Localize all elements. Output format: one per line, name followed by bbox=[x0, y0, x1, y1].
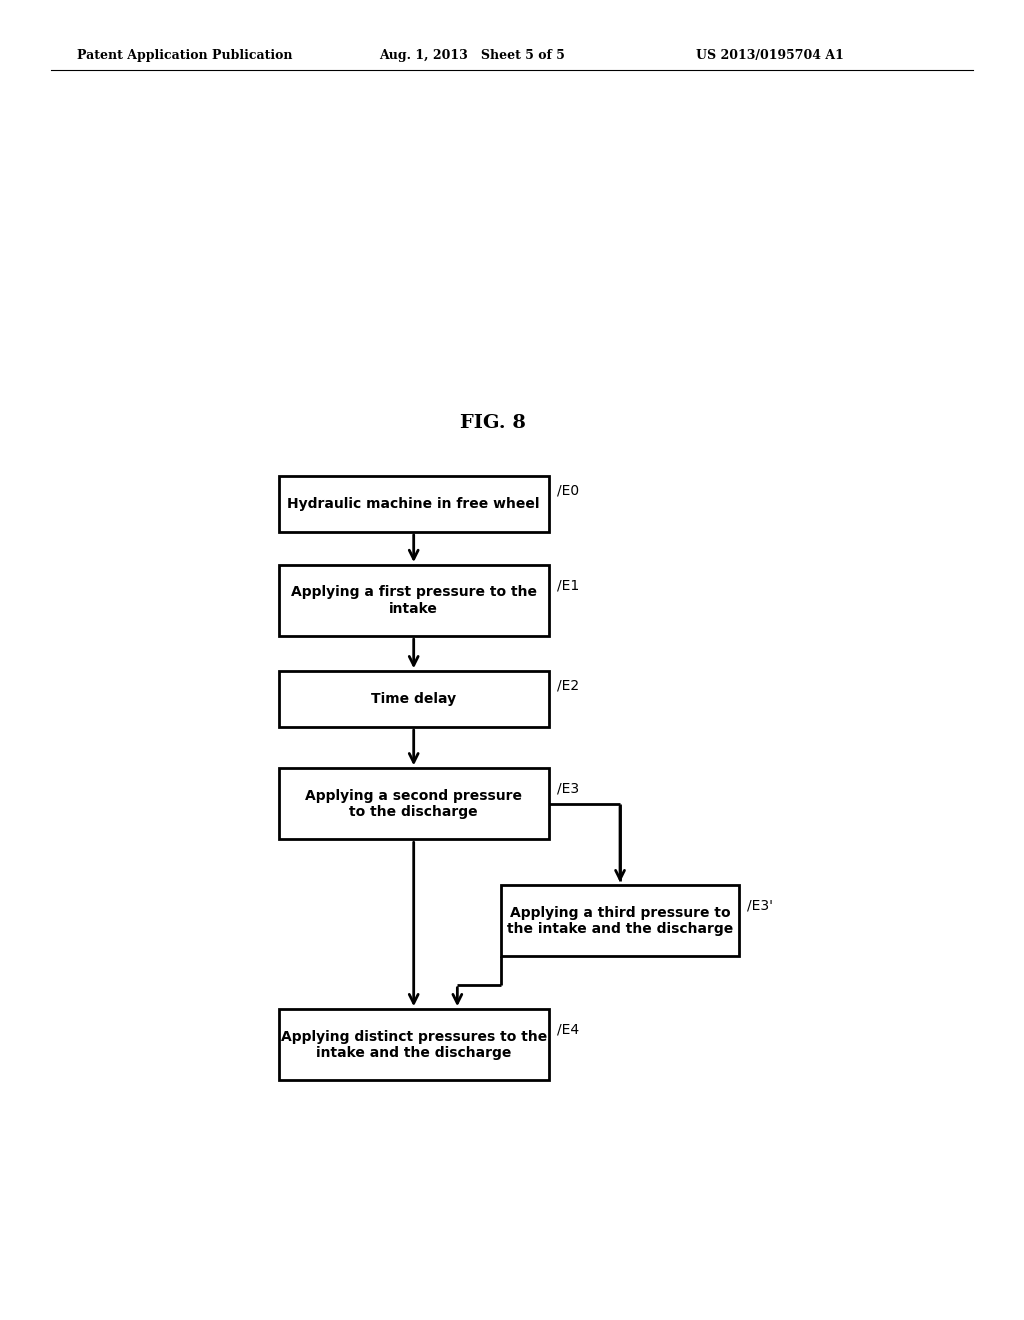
Text: /E0: /E0 bbox=[557, 483, 579, 498]
Bar bbox=[279, 768, 549, 840]
Text: /E1: /E1 bbox=[557, 578, 579, 593]
Text: Applying a third pressure to
the intake and the discharge: Applying a third pressure to the intake … bbox=[507, 906, 733, 936]
Text: Patent Application Publication: Patent Application Publication bbox=[77, 49, 292, 62]
Text: Applying distinct pressures to the
intake and the discharge: Applying distinct pressures to the intak… bbox=[281, 1030, 547, 1060]
Bar bbox=[501, 886, 739, 956]
Text: /E3': /E3' bbox=[748, 899, 773, 912]
Text: Time delay: Time delay bbox=[371, 692, 457, 706]
Text: US 2013/0195704 A1: US 2013/0195704 A1 bbox=[696, 49, 844, 62]
Text: Applying a second pressure
to the discharge: Applying a second pressure to the discha… bbox=[305, 789, 522, 818]
Text: Hydraulic machine in free wheel: Hydraulic machine in free wheel bbox=[288, 496, 540, 511]
Text: /E2: /E2 bbox=[557, 678, 579, 693]
Bar bbox=[279, 565, 549, 636]
Bar bbox=[279, 477, 549, 532]
Text: Applying a first pressure to the
intake: Applying a first pressure to the intake bbox=[291, 586, 537, 615]
Text: FIG. 8: FIG. 8 bbox=[460, 413, 526, 432]
Bar bbox=[279, 671, 549, 727]
Text: /E4: /E4 bbox=[557, 1023, 579, 1036]
Bar bbox=[279, 1008, 549, 1080]
Text: /E3: /E3 bbox=[557, 781, 579, 796]
Text: Aug. 1, 2013   Sheet 5 of 5: Aug. 1, 2013 Sheet 5 of 5 bbox=[379, 49, 565, 62]
